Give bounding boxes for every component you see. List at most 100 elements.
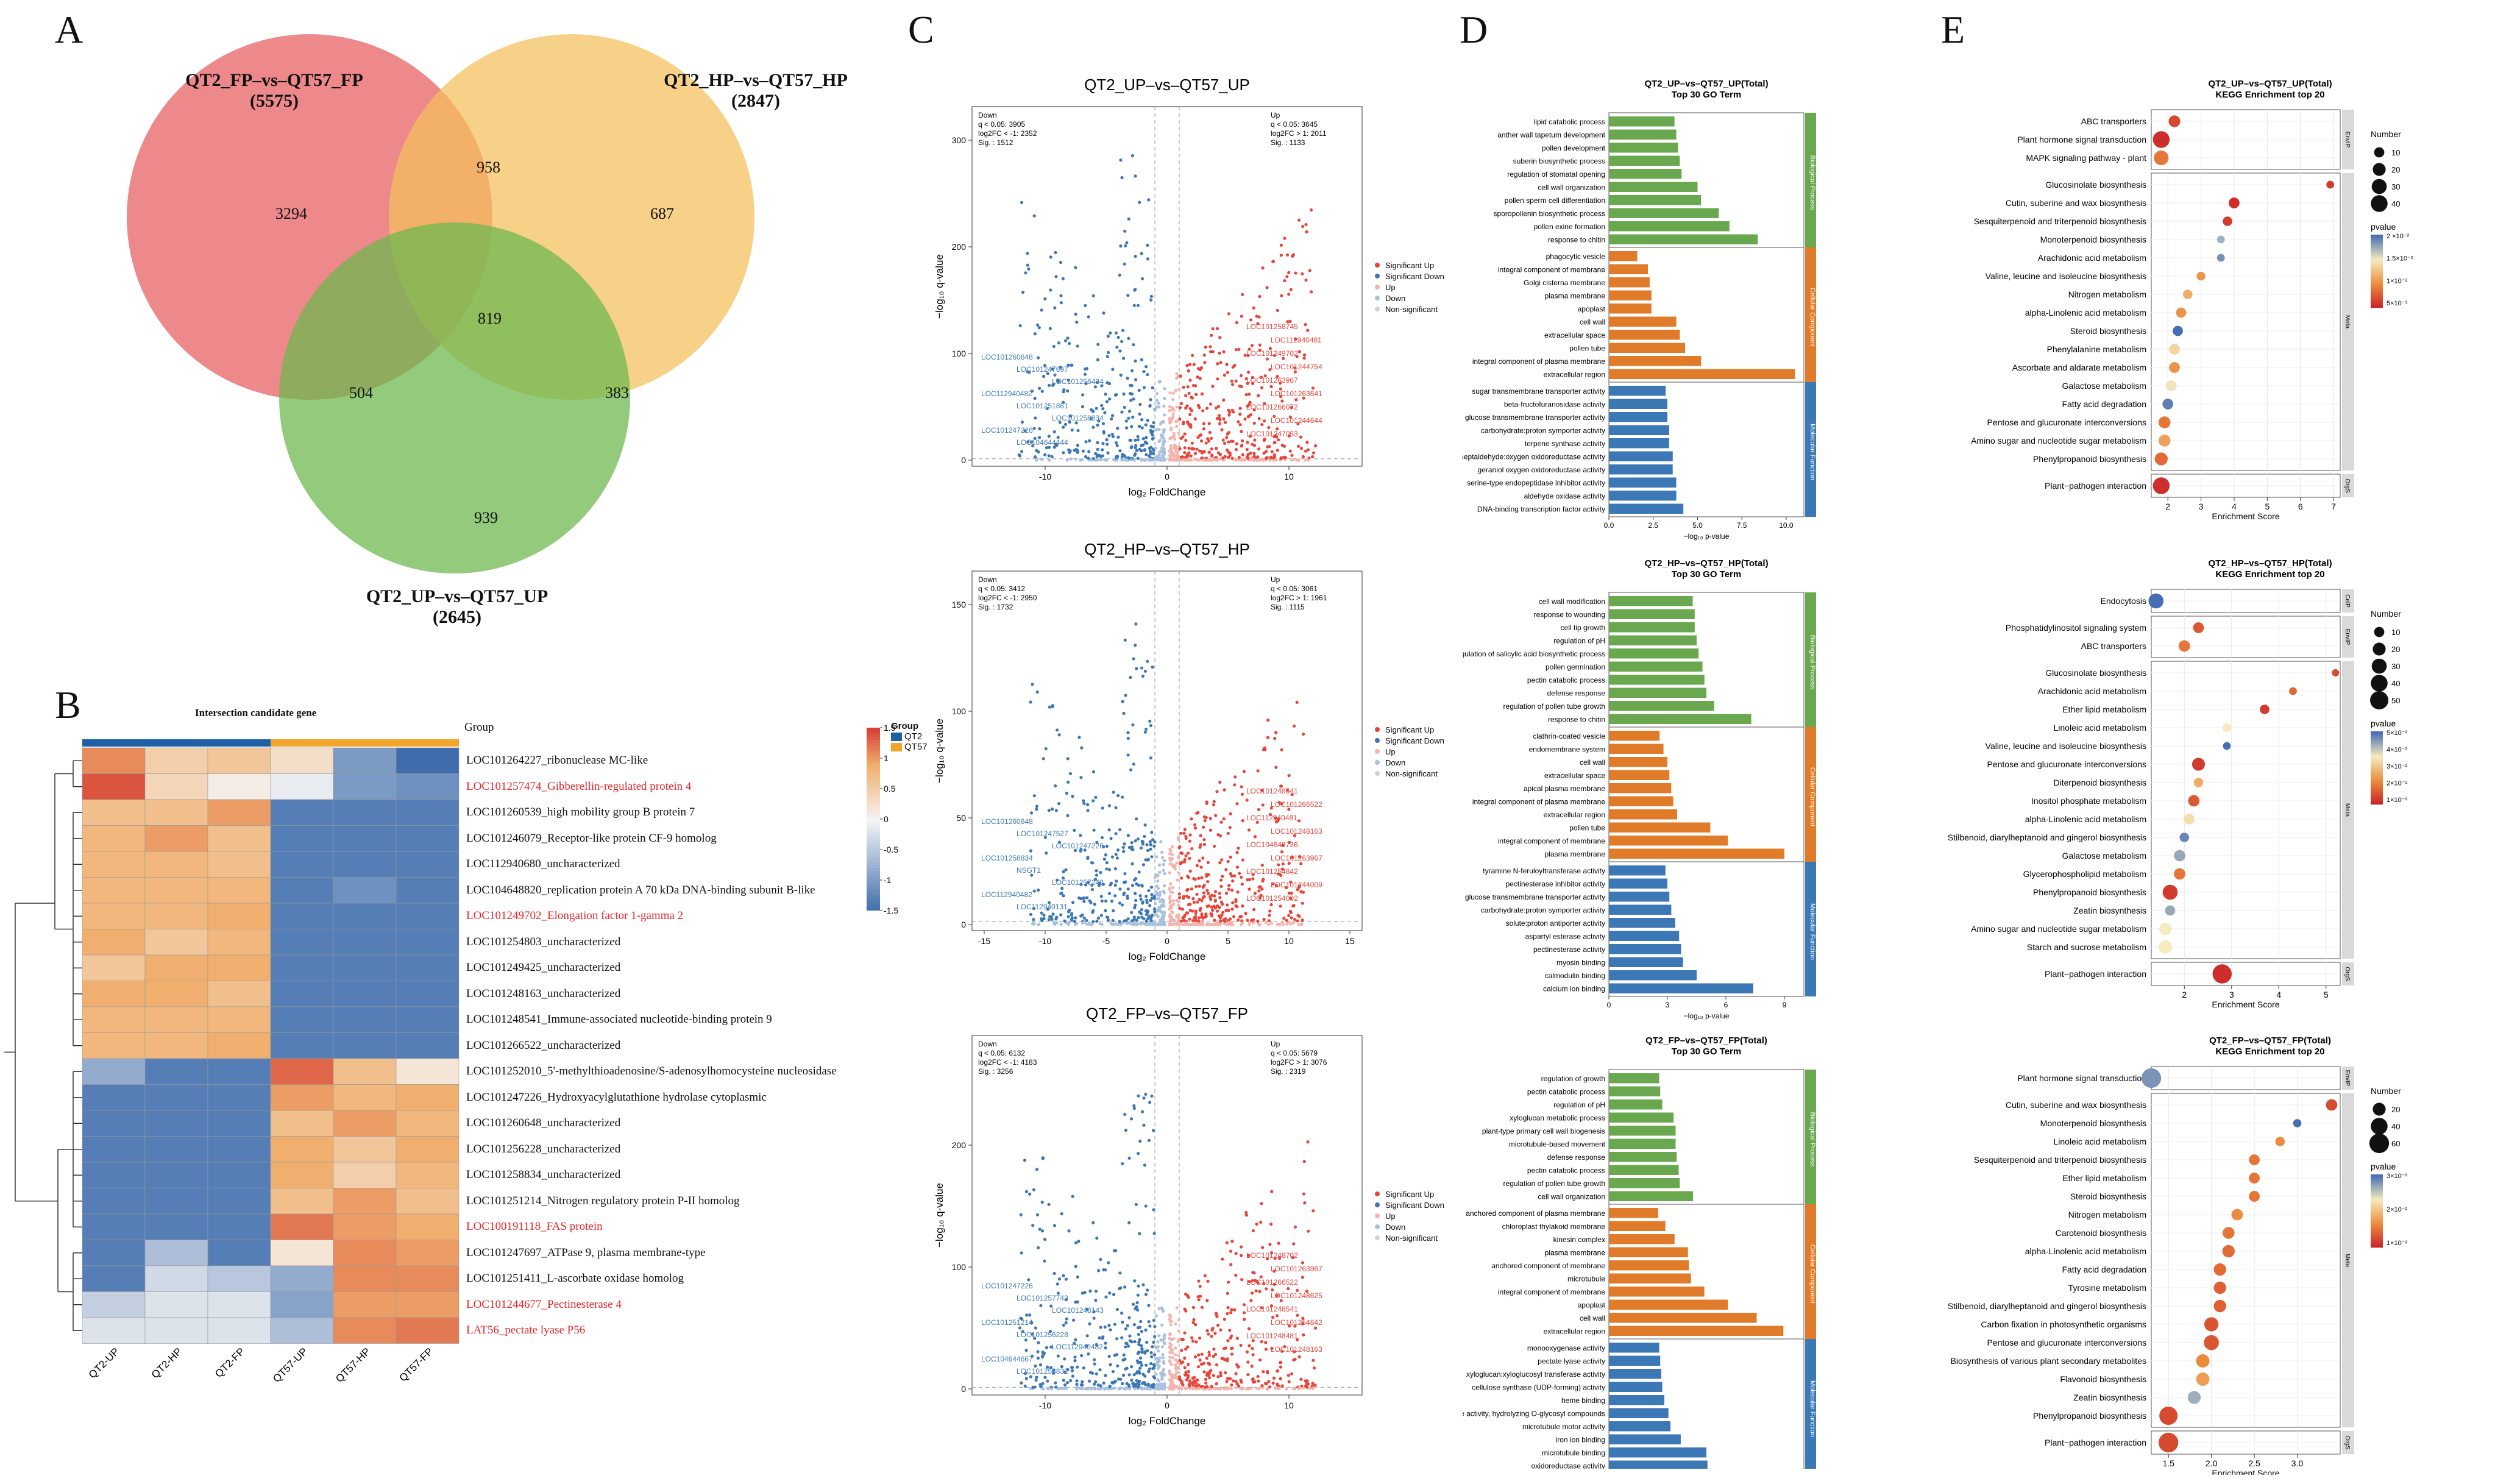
volcano-point xyxy=(1242,1311,1246,1315)
kegg-dot xyxy=(2154,151,2169,165)
go-term-label: microtubule-based movement xyxy=(1509,1140,1606,1148)
kegg-dot xyxy=(2169,344,2180,355)
volcano-point xyxy=(1171,391,1176,395)
volcano-point xyxy=(1171,452,1174,455)
volcano-point xyxy=(1191,1339,1195,1343)
volcano-point xyxy=(1107,382,1112,386)
volcano-point xyxy=(1098,1368,1102,1372)
volcano-point xyxy=(1246,1372,1250,1377)
volcano-point xyxy=(1193,916,1196,920)
legend-gradient-step xyxy=(867,843,880,847)
volcano-point xyxy=(1128,1387,1132,1391)
legend-gradient-step xyxy=(867,801,880,804)
volcano-point xyxy=(1130,369,1134,372)
volcano-point xyxy=(1189,423,1193,427)
go-term-label: regulation of growth xyxy=(1541,1074,1605,1083)
volcano-point xyxy=(1155,893,1159,896)
go-bar xyxy=(1609,848,1784,859)
volcano-point xyxy=(1103,411,1107,414)
go-bar xyxy=(1609,687,1706,698)
kegg-group-frame xyxy=(2151,616,2341,658)
heatmap-cell xyxy=(333,1032,397,1059)
volcano-point xyxy=(1046,907,1050,911)
volcano-point xyxy=(1262,419,1266,423)
legend-gradient-step xyxy=(867,877,880,881)
go-term-label: regulation of salicylic acid biosyntheti… xyxy=(1463,650,1605,658)
volcano-point xyxy=(1221,438,1225,442)
volcano-point xyxy=(1223,1358,1226,1362)
volcano-point xyxy=(1134,254,1137,258)
heatmap-cell xyxy=(396,954,460,981)
go-bar xyxy=(1609,1126,1676,1136)
volcano-point xyxy=(1026,263,1029,267)
heatmap-row-label: LOC101247226_Hydroxyacylglutathione hydr… xyxy=(466,1090,767,1104)
volcano-point xyxy=(1152,907,1157,911)
volcano-point xyxy=(1136,304,1140,307)
volcano-point xyxy=(1149,294,1154,298)
volcano-point xyxy=(1219,820,1223,824)
go-term-label: defense response xyxy=(1547,689,1606,697)
volcano-point xyxy=(1063,1357,1066,1361)
gene-label-down: LOC112940131 xyxy=(1017,903,1068,911)
go-term-label: integral component of plasma membrane xyxy=(1472,797,1605,806)
volcano-point xyxy=(1132,1104,1136,1107)
go-term-label: aspartyl esterase activity xyxy=(1525,932,1605,940)
size-legend-dot xyxy=(2371,675,2388,692)
volcano-point xyxy=(1168,449,1171,453)
volcano-point xyxy=(1252,452,1256,455)
volcano-point xyxy=(1060,1365,1063,1368)
color-legend-step xyxy=(2371,1182,2383,1184)
gene-label-down: LOC101256228 xyxy=(1017,1330,1068,1339)
volcano-point xyxy=(1137,870,1141,874)
kegg-pathway-label: Zeatin biosynthesis xyxy=(2073,906,2146,915)
gene-label-up: LOC101263967 xyxy=(1271,854,1322,862)
volcano-point xyxy=(1171,899,1175,903)
legend-gradient-step xyxy=(867,889,880,893)
gene-label-up: LOC101266522 xyxy=(1246,1278,1298,1287)
heatmap: QT2-UP QT2-HP QT2-FP QT57-UP QT57-HP QT57-FP xyxy=(4,739,460,1385)
legend-tick-label: 0.5 xyxy=(884,784,896,793)
volcano-point xyxy=(1175,1306,1179,1310)
heatmap-cell xyxy=(396,1032,460,1059)
volcano-point xyxy=(1169,447,1173,450)
volcano-point xyxy=(1285,1387,1288,1391)
volcano-point xyxy=(1218,896,1222,900)
volcano-point xyxy=(1247,371,1251,374)
kegg-pathway-label: Pentose and glucuronate interconversions xyxy=(1987,759,2146,769)
volcano-point xyxy=(1108,1384,1112,1388)
color-legend-step xyxy=(2371,1246,2383,1248)
volcano-point xyxy=(1141,1283,1145,1287)
volcano-point xyxy=(1193,452,1198,455)
volcano-point xyxy=(1193,826,1198,830)
volcano-point xyxy=(1093,903,1096,906)
volcano-point xyxy=(1294,271,1297,275)
kegg-pathway-label: Starch and sucrose metabolism xyxy=(2027,942,2146,952)
volcano-point xyxy=(1225,923,1229,926)
volcano-point xyxy=(1084,382,1088,386)
volcano-point xyxy=(1227,909,1230,912)
volcano-point xyxy=(1177,871,1180,875)
volcano-point xyxy=(1247,1327,1251,1330)
volcano-point xyxy=(1109,921,1113,925)
volcano-point xyxy=(1168,856,1171,861)
heatmap-cell xyxy=(144,877,208,904)
volcano-point xyxy=(1207,1354,1212,1357)
volcano-point xyxy=(1159,840,1163,843)
volcano-point xyxy=(1268,1243,1272,1246)
volcano-point xyxy=(1099,1257,1102,1262)
volcano-point xyxy=(1188,869,1192,873)
volcano-point xyxy=(1305,1385,1308,1389)
volcano-point xyxy=(1114,806,1118,809)
heatmap-cell xyxy=(144,954,208,981)
volcano-point xyxy=(1287,891,1291,895)
volcano-point xyxy=(1212,458,1216,462)
go-term-label: apical plasma membrane xyxy=(1524,784,1605,793)
volcano-point xyxy=(1155,884,1159,888)
volcano-point xyxy=(1262,1282,1266,1285)
kegg-pathway-label: Glycerophospholipid metabolism xyxy=(2023,869,2146,879)
volcano-point xyxy=(1160,910,1163,914)
go-term-label: anchored component of membrane xyxy=(1491,1262,1605,1270)
volcano-point xyxy=(1200,899,1204,903)
gene-label-up: LOC101254842 xyxy=(1271,1318,1322,1327)
volcano-point xyxy=(1257,1379,1260,1383)
